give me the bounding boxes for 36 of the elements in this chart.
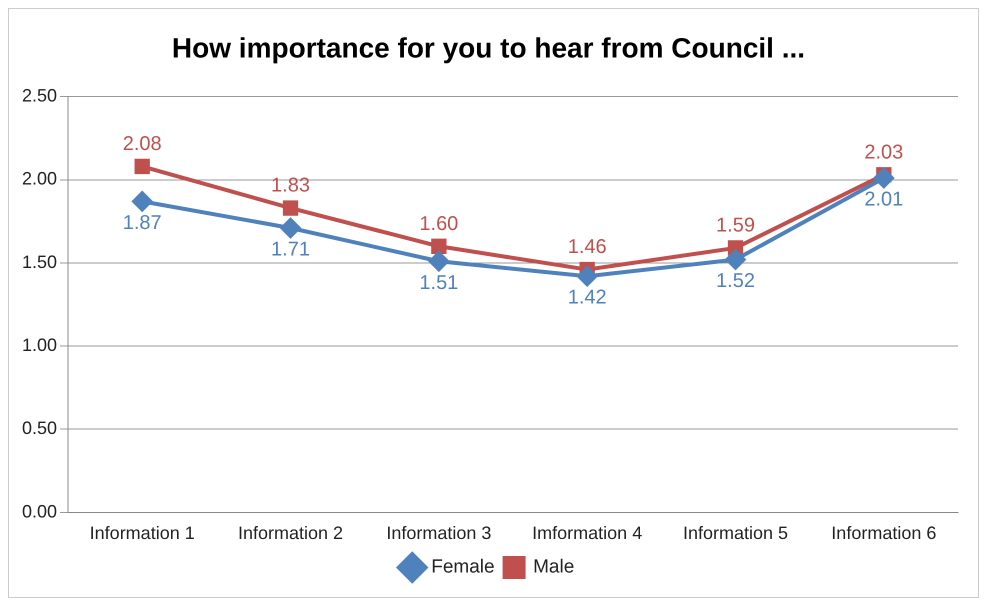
x-tick-label: Information 5 <box>682 523 788 544</box>
chart-title: How importance for you to hear from Council ... <box>172 32 806 64</box>
x-tick-label: Information 3 <box>386 523 492 544</box>
data-label: 1.52 <box>716 270 755 292</box>
point <box>431 238 447 254</box>
data-label: 2.03 <box>864 141 904 164</box>
point <box>577 266 598 286</box>
data-label: 1.51 <box>419 272 458 294</box>
point <box>282 200 298 216</box>
x-tick-label: Information 2 <box>238 523 344 544</box>
data-label: 1.87 <box>122 212 162 234</box>
y-tick-label: 2.50 <box>22 86 58 106</box>
y-tick-label: 1.50 <box>22 252 58 272</box>
data-label: 2.08 <box>122 132 162 155</box>
legend-label: Female <box>431 556 495 578</box>
point <box>134 158 150 174</box>
point <box>726 250 746 270</box>
y-tick-label: 2.00 <box>22 168 58 189</box>
data-label: 1.83 <box>271 174 310 197</box>
y-tick-label: 1.00 <box>22 335 58 356</box>
data-label: 2.01 <box>864 188 904 211</box>
data-label: 1.71 <box>271 238 310 261</box>
data-label: 1.60 <box>419 212 458 235</box>
point <box>132 191 152 212</box>
x-tick-label: Information 6 <box>831 523 936 544</box>
y-tick-label: 0.50 <box>22 418 58 438</box>
point <box>280 218 301 238</box>
legend-label: Male <box>533 556 574 578</box>
x-tick-label: Information 1 <box>90 523 195 544</box>
point <box>874 168 894 188</box>
point <box>428 251 449 272</box>
y-tick-label: 0.00 <box>22 501 58 522</box>
data-label: 1.46 <box>568 236 607 258</box>
data-label: 1.42 <box>568 286 607 309</box>
x-tick-label: Imformation 4 <box>532 523 642 544</box>
data-label: 1.59 <box>716 214 755 236</box>
